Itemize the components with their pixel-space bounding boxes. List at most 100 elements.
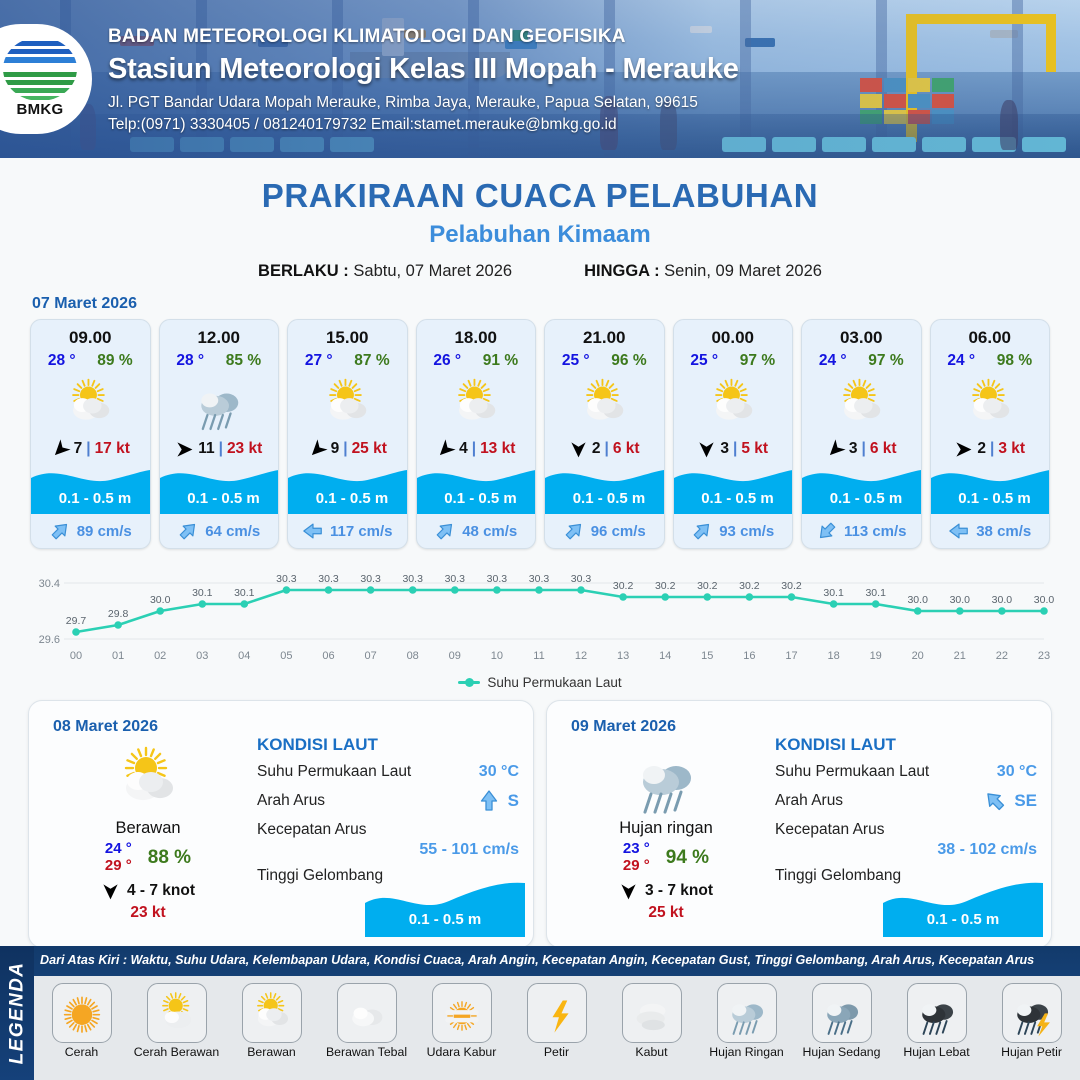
card-weather-icon [802, 372, 921, 434]
daily-temp-max: 29 ° [104, 856, 132, 874]
wind-direction-arrow [621, 883, 636, 900]
card-current: 117 cm/s [288, 514, 407, 548]
svg-text:30.3: 30.3 [529, 573, 550, 585]
card-wind-speed: 3 [848, 440, 858, 457]
sst-value: 30 °C [478, 763, 519, 780]
chart-legend: Suhu Permukaan Laut [0, 675, 1080, 690]
legend-item-label: Petir [543, 1045, 570, 1059]
card-weather-icon [288, 372, 407, 434]
card-wind-speed: 2 [977, 440, 987, 457]
weather-icon-partly-cloudy [843, 378, 881, 420]
weather-icon-light-rain [201, 392, 239, 430]
sst-row: Suhu Permukaan Laut 30 °C [257, 763, 519, 781]
svg-text:11: 11 [533, 650, 544, 662]
legend-item: Hujan Sedang [794, 983, 889, 1059]
daily-wave-height: 0.1 - 0.5 m [926, 911, 1000, 928]
card-values: 25 ° 96 % [545, 348, 664, 370]
svg-text:10: 10 [491, 650, 503, 662]
card-current-speed: 89 cm/s [76, 522, 132, 540]
hourly-card[interactable]: 09.00 28 ° 89 % 7 | 17 kt 0.1 - 0.5 m [30, 319, 151, 549]
card-humidity: 85 % [225, 352, 262, 369]
svg-text:20: 20 [912, 650, 924, 662]
svg-text:02: 02 [154, 650, 166, 662]
card-wave: 0.1 - 0.5 m [930, 464, 1050, 514]
daily-condition: Hujan ringan [619, 819, 713, 837]
weather-icon-moderate-rain [826, 1004, 858, 1036]
card-gust: 23 kt [226, 440, 263, 457]
svg-text:19: 19 [870, 650, 882, 662]
current-direction-arrow [436, 523, 453, 540]
svg-text:30.1: 30.1 [234, 587, 255, 599]
card-values: 25 ° 97 % [674, 348, 793, 370]
current-direction-arrow [693, 523, 710, 540]
svg-text:30.2: 30.2 [739, 580, 760, 592]
current-speed-value: 55 - 101 cm/s [419, 841, 519, 858]
card-wind: 2 | 6 kt [545, 434, 664, 464]
card-gust: 17 kt [94, 440, 130, 457]
current-speed-value: 38 - 102 cm/s [937, 841, 1037, 858]
card-current-speed: 113 cm/s [843, 522, 907, 540]
weather-icon-sun-cloud [161, 992, 191, 1029]
card-temperature: 25 ° [690, 352, 719, 369]
daily-wind-range: 4 - 7 knot [126, 882, 196, 900]
hourly-card[interactable]: 18.00 26 ° 91 % 4 | 13 kt 0.1 - 0.5 m [415, 319, 536, 549]
hourly-card[interactable]: 15.00 27 ° 87 % 9 | 25 kt 0.1 - 0.5 m [287, 319, 408, 549]
card-wave-height: 0.1 - 0.5 m [701, 490, 774, 507]
card-wave-height: 0.1 - 0.5 m [958, 490, 1031, 507]
current-direction-text: SE [1014, 791, 1037, 810]
validity-row: BERLAKU : Sabtu, 07 Maret 2026 HINGGA : … [0, 262, 1080, 281]
valid-to-value: Senin, 09 Maret 2026 [664, 262, 822, 280]
weather-icon-lightning [552, 1000, 569, 1033]
current-direction-label: Arah Arus [775, 792, 844, 809]
svg-text:23: 23 [1038, 650, 1050, 662]
card-wave-height: 0.1 - 0.5 m [572, 490, 646, 507]
hourly-card[interactable]: 21.00 25 ° 96 % 2 | 6 kt 0.1 - 0.5 m [544, 319, 665, 549]
daily-temps: 23 ° 29 ° 94 % [561, 840, 771, 875]
weather-icon-heavy-rain [921, 1004, 953, 1036]
sea-conditions: KONDISI LAUT Suhu Permukaan Laut 30 °C A… [257, 735, 519, 885]
weather-icon-partly-cloudy [329, 378, 367, 420]
card-wave: 0.1 - 0.5 m [673, 464, 793, 514]
card-wind-speed: 3 [720, 440, 730, 457]
wind-direction-arrow [103, 883, 118, 900]
wave-graphic [288, 470, 407, 514]
svg-text:30.2: 30.2 [781, 580, 802, 592]
card-current: 64 cm/s [160, 514, 279, 548]
weather-icon-partly-cloudy [971, 378, 1010, 420]
card-wind-speed: 2 [591, 440, 601, 457]
card-current-speed: 117 cm/s [329, 522, 393, 540]
valid-from-value: Sabtu, 07 Maret 2026 [353, 262, 513, 280]
card-current: 96 cm/s [545, 514, 664, 548]
current-direction-arrow [303, 523, 322, 539]
wave-graphic [159, 470, 279, 514]
legend-item-label: Udara Kabur [426, 1045, 497, 1059]
svg-text:14: 14 [659, 650, 671, 662]
svg-text:18: 18 [827, 650, 839, 662]
valid-from: BERLAKU : Sabtu, 07 Maret 2026 [258, 262, 512, 281]
daily-gust: 25 kt [648, 903, 684, 921]
sst-label: Suhu Permukaan Laut [775, 763, 930, 780]
svg-text:29.6: 29.6 [39, 634, 60, 646]
wind-direction-arrow [829, 438, 846, 455]
daily-panel[interactable]: 08 Maret 2026 Berawan 24 ° 29 ° 88 % 4 - [28, 700, 534, 948]
wave-graphic [416, 470, 536, 514]
card-temperature: 24 ° [947, 352, 976, 369]
legend-icon-box [336, 983, 397, 1043]
legend-item: Cerah [34, 983, 129, 1059]
daily-wave-height: 0.1 - 0.5 m [408, 911, 482, 928]
card-humidity: 91 % [482, 352, 519, 369]
card-wind-separator: | [733, 440, 738, 457]
hourly-card[interactable]: 03.00 24 ° 97 % 3 | 6 kt 0.1 - 0.5 m [801, 319, 922, 549]
hourly-card[interactable]: 00.00 25 ° 97 % 3 | 5 kt 0.1 - 0.5 m [672, 319, 793, 549]
daily-date: 09 Maret 2026 [571, 718, 676, 735]
svg-text:16: 16 [743, 650, 755, 662]
svg-text:29.7: 29.7 [66, 615, 87, 627]
weather-icon-partly-cloudy [457, 378, 496, 420]
hourly-card[interactable]: 06.00 24 ° 98 % 2 | 3 kt 0.1 - 0.5 m [929, 319, 1050, 549]
card-wind-separator: | [343, 440, 348, 457]
svg-text:30.3: 30.3 [487, 573, 508, 585]
daily-panel[interactable]: 09 Maret 2026 Hujan ringan 23 ° 29 ° 94 … [546, 700, 1052, 948]
wind-direction-arrow [699, 441, 715, 457]
hourly-card[interactable]: 12.00 28 ° 85 % 11 | 23 kt 0.1 - 0.5 m [158, 319, 279, 549]
